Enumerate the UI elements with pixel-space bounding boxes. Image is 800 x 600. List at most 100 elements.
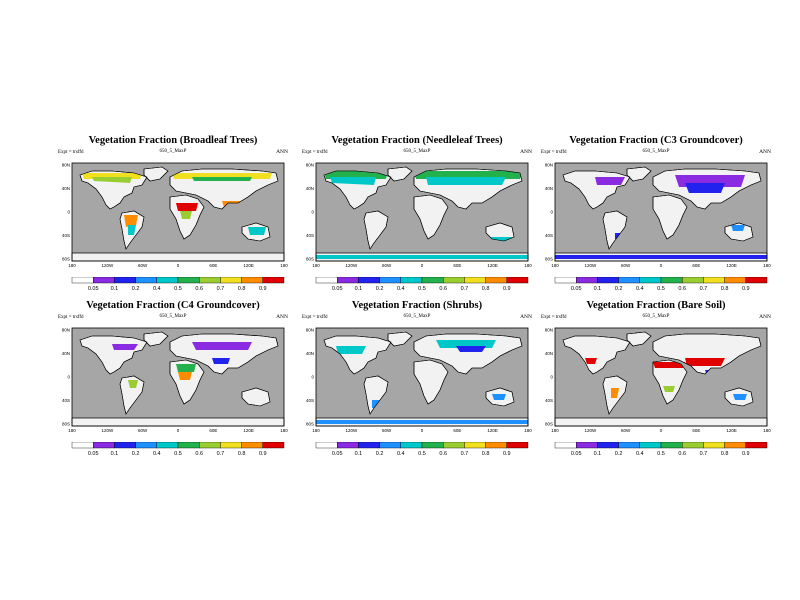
lon-tick-label: 180 [68,428,76,433]
colorbar: 0.05 0.1 0.2 0.4 0.5 0.6 0.7 0.8 0.9 [71,277,285,292]
colorbar-swatch [262,277,285,284]
colorbar-label: 0.6 [439,286,447,292]
lon-tick-label: 0 [177,263,180,268]
colorbar-swatch [135,277,157,284]
colorbar-label: 0.5 [657,451,665,457]
colorbar-label: 0.4 [153,286,161,292]
lon-tick-label: 180 [524,428,532,433]
colorbar-label: 0.2 [132,286,140,292]
lat-tick-label: 80S [62,257,70,262]
panel-title: Vegetation Fraction (Needleleaf Trees) [331,135,503,146]
vegetation-cell [492,394,506,400]
colorbar-swatch [442,277,465,284]
colorbar-label: 0.8 [721,451,729,457]
lat-tick-label: 80N [62,328,70,333]
lon-tick-label: 120W [345,263,358,268]
lon-tick-label: 60E [453,428,461,433]
vegetation-cell [595,177,625,185]
lat-tick-label: 80N [545,328,553,333]
colorbar-label: 0.05 [88,451,99,457]
colorbar-swatch [660,277,683,284]
lon-tick-label: 0 [660,263,663,268]
colorbar-label: 0.8 [238,286,246,292]
lon-tick-label: 120E [726,263,737,268]
lon-tick-label: 180 [551,263,559,268]
lat-tick-label: 80S [545,422,553,427]
colorbar-label: 0.05 [571,451,582,457]
colorbar-label: 0.4 [636,286,644,292]
colorbar-label: 0.9 [742,451,750,457]
colorbar-swatch [337,442,359,449]
colorbar-swatch [198,442,221,449]
colorbar-label: 0.7 [461,451,469,457]
lon-tick-label: 0 [421,428,424,433]
colorbar-swatch [464,442,486,449]
case-label: 650_5_MaxP [642,314,670,319]
vegetation-cell [92,177,132,183]
vegetation-cell [316,420,528,424]
lat-tick-label: 80N [545,163,553,168]
vegetation-cell [663,386,675,392]
colorbar-swatch [114,442,136,449]
vegetation-cell [248,227,266,235]
colorbar-swatch [241,442,264,449]
lon-tick-label: 120E [243,263,254,268]
lat-tick-label: 40N [545,186,553,191]
vegetation-cell [336,346,366,354]
lat-tick-label: 40S [62,233,70,238]
vegetation-cell [611,388,619,398]
colorbar-label: 0.5 [174,286,182,292]
lat-tick-label: 40N [62,351,70,356]
map-panel: Vegetation Fraction (Shrubs) Expt = trsff… [302,300,532,470]
lon-tick-label: 120E [243,428,254,433]
map-panel: Vegetation Fraction (Needleleaf Trees) Ex… [302,135,532,305]
vegetation-cell [176,203,198,211]
colorbar-label: 0.9 [259,286,267,292]
experiment-label: Expt = trsffd [58,150,84,155]
colorbar-swatch [442,442,465,449]
colorbar-label: 0.8 [482,286,490,292]
lon-tick-label: 60E [453,263,461,268]
experiment-label: Expt = trsffd [302,150,328,155]
panel-title: Vegetation Fraction (Broadleaf Trees) [88,135,258,146]
lon-tick-label: 60E [209,263,217,268]
lat-tick-label: 80S [306,422,314,427]
colorbar-label: 0.6 [439,451,447,457]
colorbar-label: 0.6 [195,451,203,457]
lat-tick-label: 80S [306,257,314,262]
colorbar-swatch [703,442,725,449]
colorbar-swatch [618,277,640,284]
colorbar-swatch [745,277,768,284]
colorbar-label: 0.2 [376,451,384,457]
lat-tick-label: 80S [545,257,553,262]
colorbar-swatch [93,442,115,449]
lon-tick-label: 120W [584,263,597,268]
experiment-label: Expt = trsffd [541,315,567,320]
map-frame [71,162,285,262]
colorbar-swatch [506,442,529,449]
season-label: ANN [759,314,771,320]
colorbar-label: 0.4 [153,451,161,457]
colorbar: 0.05 0.1 0.2 0.4 0.5 0.6 0.7 0.8 0.9 [554,442,768,457]
lon-tick-label: 60E [209,428,217,433]
lon-tick-label: 60E [692,263,700,268]
lon-tick-label: 0 [660,428,663,433]
colorbar-label: 0.7 [217,286,225,292]
colorbar-label: 0.6 [678,451,686,457]
case-label: 650_5_MaxP [403,314,431,319]
colorbar: 0.05 0.1 0.2 0.4 0.5 0.6 0.7 0.8 0.9 [315,442,529,457]
colorbar-swatch [379,442,401,449]
lat-tick-label: 0 [67,210,70,215]
lat-tick-label: 40N [306,351,314,356]
colorbar-label: 0.5 [418,451,426,457]
vegetation-cell [653,362,685,368]
lat-tick-label: 40S [306,233,314,238]
colorbar-label: 0.9 [742,286,750,292]
colorbar-label: 0.1 [594,451,602,457]
colorbar-label: 0.9 [259,451,267,457]
colorbar-swatch [400,277,423,284]
colorbar-swatch [262,442,285,449]
colorbar-swatch [597,442,619,449]
